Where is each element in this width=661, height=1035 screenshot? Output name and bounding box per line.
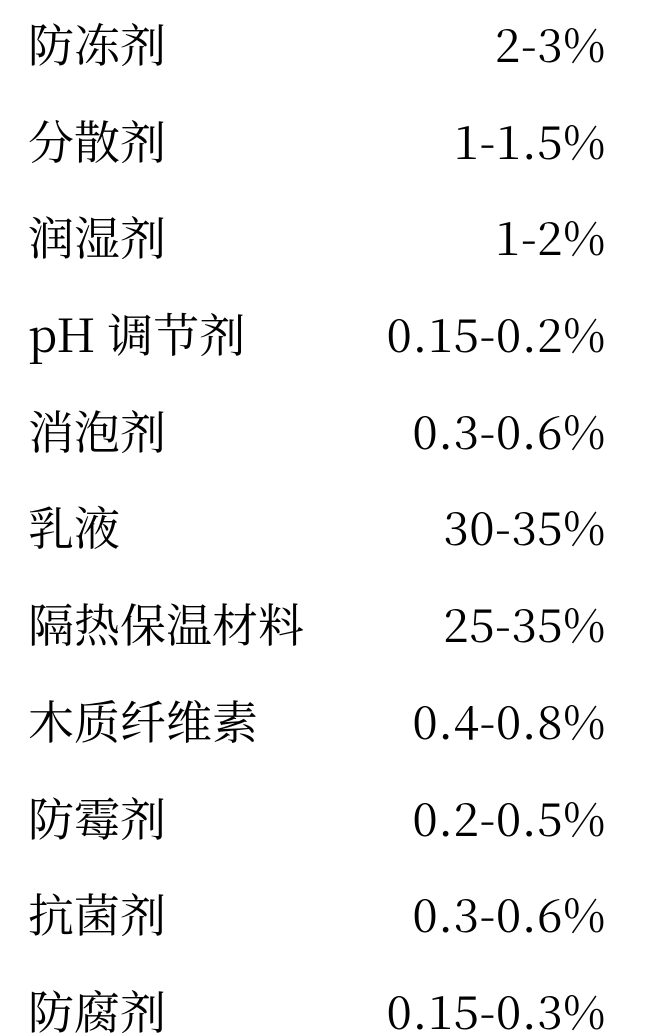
table-row: 分散剂 1-1.5% (28, 107, 637, 155)
row-label: 消泡剂 (28, 397, 166, 463)
row-label: 乳液 (28, 493, 120, 559)
row-label: pH 调节剂 (28, 300, 245, 366)
row-label: 防腐剂 (28, 977, 166, 1035)
row-value: 0.3-0.6% (412, 397, 606, 463)
row-value: 25-35% (443, 590, 606, 656)
row-label: 防冻剂 (28, 10, 166, 76)
table-row: 抗菌剂 0.3-0.6% (28, 880, 637, 928)
row-label: 隔热保温材料 (28, 590, 304, 656)
row-value: 0.2-0.5% (412, 784, 606, 850)
row-value: 2-3% (495, 10, 606, 76)
row-label: 分散剂 (28, 107, 166, 173)
table-row: pH 调节剂 0.15-0.2% (28, 300, 637, 348)
ingredient-table: 防冻剂 2-3% 分散剂 1-1.5% 润湿剂 1-2% pH 调节剂 0.15… (0, 0, 661, 1035)
row-label: 抗菌剂 (28, 880, 166, 946)
row-value: 30-35% (443, 493, 606, 559)
table-row: 隔热保温材料 25-35% (28, 590, 637, 638)
table-row: 木质纤维素 0.4-0.8% (28, 687, 637, 735)
table-row: 消泡剂 0.3-0.6% (28, 397, 637, 445)
row-label: 润湿剂 (28, 203, 166, 269)
row-label: 木质纤维素 (28, 687, 258, 753)
row-value: 0.15-0.3% (387, 977, 606, 1035)
row-label: 防霉剂 (28, 784, 166, 850)
row-value: 0.15-0.2% (387, 300, 606, 366)
table-row: 防冻剂 2-3% (28, 10, 637, 58)
table-row: 防腐剂 0.15-0.3% (28, 977, 637, 1025)
row-value: 0.4-0.8% (412, 687, 606, 753)
row-value: 0.3-0.6% (412, 880, 606, 946)
row-value: 1-2% (495, 203, 606, 269)
table-row: 润湿剂 1-2% (28, 203, 637, 251)
table-row: 防霉剂 0.2-0.5% (28, 784, 637, 832)
row-value: 1-1.5% (454, 107, 606, 173)
table-row: 乳液 30-35% (28, 493, 637, 541)
